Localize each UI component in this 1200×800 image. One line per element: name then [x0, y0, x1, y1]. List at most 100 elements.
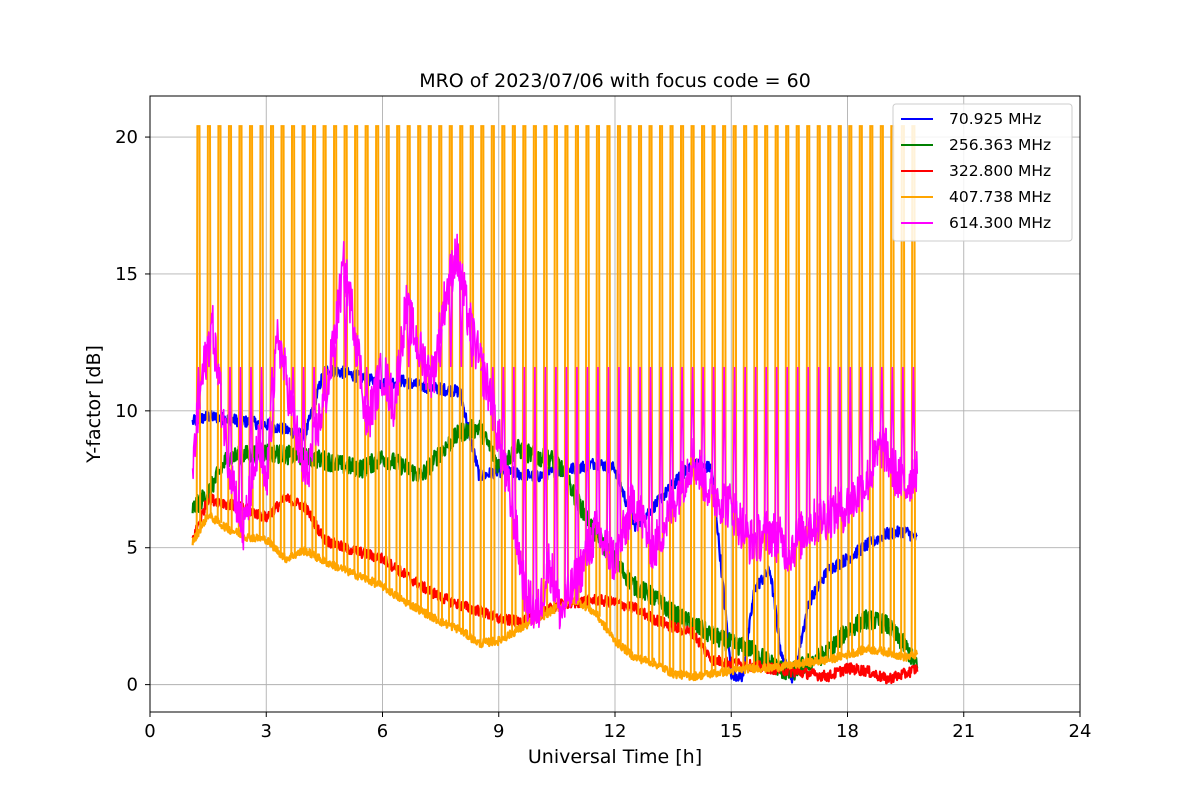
calibration-pulse: [584, 125, 591, 608]
legend-entry: 407.738 MHz: [949, 188, 1051, 206]
x-axis-label: Universal Time [h]: [528, 746, 702, 768]
calibration-pulse: [731, 125, 738, 671]
x-tick-label: 12: [604, 721, 627, 742]
calibration-pulse: [206, 125, 212, 516]
magenta-pulse: [269, 367, 275, 412]
magenta-pulse: [322, 367, 327, 399]
calibration-pulse: [689, 125, 696, 677]
legend: 70.925 MHz 256.363 MHz 322.800 MHz 407.738 …: [892, 103, 1073, 242]
magenta-pulse: [406, 316, 412, 368]
calibration-pulse: [300, 125, 307, 552]
y-tick-label: 5: [127, 538, 138, 559]
magenta-pulse: [259, 367, 264, 463]
magenta-pulse: [469, 331, 475, 368]
magenta-pulse: [606, 367, 611, 552]
calibration-pulse: [889, 125, 896, 654]
calibration-pulse: [700, 125, 706, 675]
magenta-pulse: [616, 367, 622, 549]
calibration-pulse: [553, 125, 559, 609]
calibration-pulse: [216, 125, 223, 523]
magenta-pulse: [480, 365, 485, 371]
legend-entry: 322.800 MHz: [949, 162, 1051, 180]
magenta-pulse: [742, 367, 748, 533]
calibration-pulse: [532, 125, 538, 621]
calibration-pulse: [248, 125, 254, 538]
magenta-pulse: [837, 367, 843, 510]
magenta-pulse: [700, 367, 706, 477]
magenta-pulse: [416, 349, 422, 368]
y-tick-label: 20: [115, 127, 138, 148]
calibration-pulse: [374, 125, 380, 584]
calibration-pulse: [469, 125, 475, 639]
magenta-pulse: [543, 367, 548, 580]
magenta-pulse: [374, 366, 380, 389]
magenta-pulse: [564, 367, 569, 602]
calibration-pulse: [542, 125, 549, 615]
magenta-pulse: [805, 367, 811, 527]
calibration-pulse: [763, 125, 769, 669]
calibration-pulse: [784, 125, 790, 666]
calibration-pulse: [879, 125, 885, 652]
magenta-pulse: [732, 367, 737, 513]
calibration-pulse: [794, 125, 801, 665]
magenta-pulse: [900, 367, 906, 484]
calibration-pulse: [342, 125, 349, 571]
magenta-pulse: [795, 367, 801, 540]
calibration-pulse: [237, 125, 244, 535]
magenta-pulse: [290, 367, 296, 417]
magenta-pulse: [711, 367, 716, 495]
calibration-pulse: [511, 125, 517, 633]
magenta-pulse: [911, 367, 916, 473]
calibration-pulse: [805, 125, 811, 663]
magenta-pulse: [826, 367, 832, 515]
calibration-pulse: [290, 125, 296, 556]
calibration-pulse: [258, 125, 265, 539]
legend-entry: 70.925 MHz: [949, 110, 1041, 128]
magenta-pulse: [238, 367, 243, 521]
legend-box: [892, 103, 1073, 242]
magenta-pulse: [648, 367, 653, 542]
calibration-pulse: [668, 125, 675, 673]
y-tick-label: 0: [127, 675, 138, 696]
magenta-pulse: [553, 367, 559, 592]
y-axis-label: Y-factor [dB]: [83, 345, 105, 464]
magenta-pulse: [879, 367, 885, 446]
magenta-pulse: [669, 367, 674, 508]
calibration-pulse: [721, 125, 727, 672]
magenta-pulse: [774, 367, 780, 538]
series-3: [191, 125, 919, 682]
calibration-pulse: [448, 125, 454, 626]
magenta-pulse: [721, 367, 727, 502]
calibration-pulses: [195, 125, 917, 677]
magenta-pulse: [753, 367, 759, 540]
calibration-pulse: [826, 125, 833, 660]
magenta-pulse: [427, 364, 433, 373]
calibration-pulse: [605, 125, 612, 632]
magenta-pulse: [311, 367, 317, 443]
magenta-pulse: [858, 367, 864, 490]
magenta-pulse: [679, 367, 685, 483]
magenta-pulse: [437, 329, 443, 368]
magenta-pulse: [343, 275, 348, 368]
x-tick-label: 3: [261, 721, 272, 742]
calibration-pulse: [868, 125, 875, 650]
calibration-pulse: [437, 125, 443, 622]
magenta-pulse: [206, 340, 212, 368]
calibration-pulse: [647, 125, 654, 662]
x-tick-label: 9: [493, 721, 504, 742]
magenta-pulse: [196, 367, 201, 410]
x-tick-label: 21: [952, 721, 975, 742]
magenta-pulse: [847, 367, 853, 504]
magenta-pulse: [500, 367, 506, 464]
calibration-pulse: [847, 125, 854, 654]
magenta-pulse: [511, 367, 517, 519]
magenta-pulse: [868, 367, 874, 472]
legend-entry: 614.300 MHz: [949, 214, 1051, 232]
magenta-pulse: [364, 367, 370, 422]
magenta-pulse: [532, 367, 538, 612]
magenta-pulse: [627, 367, 632, 515]
calibration-pulse: [458, 125, 465, 631]
calibration-pulse: [837, 125, 843, 657]
